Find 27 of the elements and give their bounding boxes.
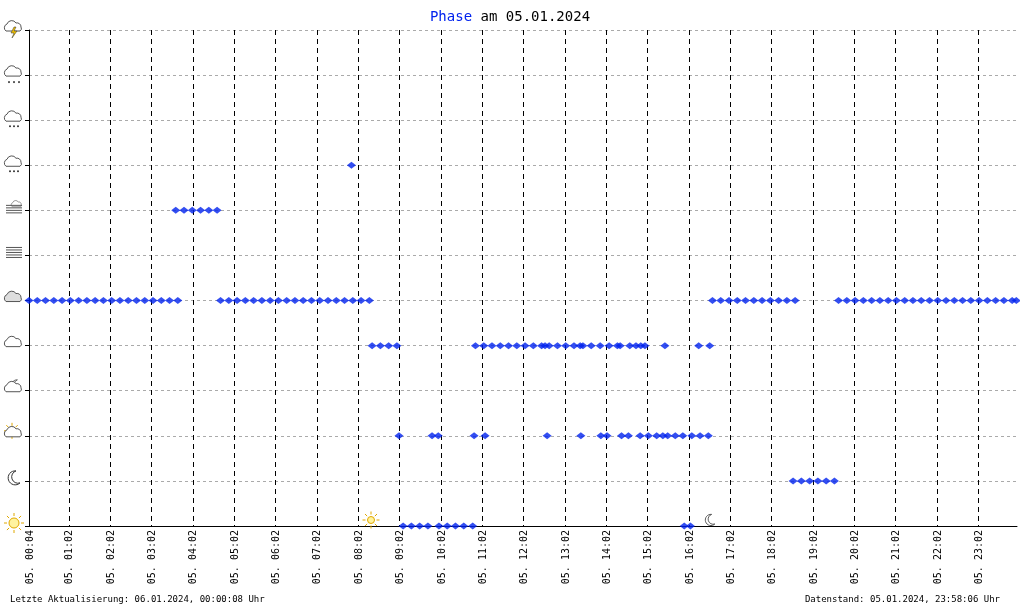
x-tick-label: 05. 14:02 <box>600 530 612 585</box>
x-tick-label: 05. 17:02 <box>724 530 736 585</box>
x-tick-label: 05. 22:02 <box>931 530 943 585</box>
x-tick-label: 05. 10:02 <box>435 530 447 585</box>
x-tick-label: 05. 20:02 <box>848 530 860 585</box>
x-tick-label: 05. 01:02 <box>63 530 75 585</box>
x-tick-label: 05. 07:02 <box>311 530 323 585</box>
chart-title: Phase am 05.01.2024 <box>429 8 591 24</box>
x-tick-label: 05. 16:02 <box>683 530 695 585</box>
text: Letzte Aktualisierung: 06.01.2024, 00:00:08 Uhr <box>10 593 266 604</box>
x-tick-label: 05. 21:02 <box>890 530 902 585</box>
x-tick-label: 05. 09:02 <box>394 530 406 585</box>
x-tick-label: 05. 05:02 <box>228 530 240 585</box>
x-tick-label: 05. 19:02 <box>807 530 819 585</box>
text: Datenstand: 05.01.2024, 23:58:06 Uhr <box>804 593 1001 604</box>
x-tick-label: 05. 04:02 <box>187 530 199 585</box>
x-tick-label: 05. 12:02 <box>518 530 530 585</box>
x-tick-label: 05. 00:04 <box>23 530 35 585</box>
x-tick-label: 05. 13:02 <box>559 530 571 585</box>
x-tick-label: 05. 18:02 <box>766 530 778 585</box>
x-tick-label: 05. 23:02 <box>972 530 984 585</box>
x-tick-label: 05. 08:02 <box>352 530 364 585</box>
x-tick-label: 05. 11:02 <box>476 530 488 585</box>
x-tick-label: 05. 03:02 <box>146 530 158 585</box>
x-tick-label: 05. 06:02 <box>270 530 282 585</box>
x-tick-label: 05. 15:02 <box>642 530 654 585</box>
x-tick-label: 05. 02:02 <box>104 530 116 585</box>
